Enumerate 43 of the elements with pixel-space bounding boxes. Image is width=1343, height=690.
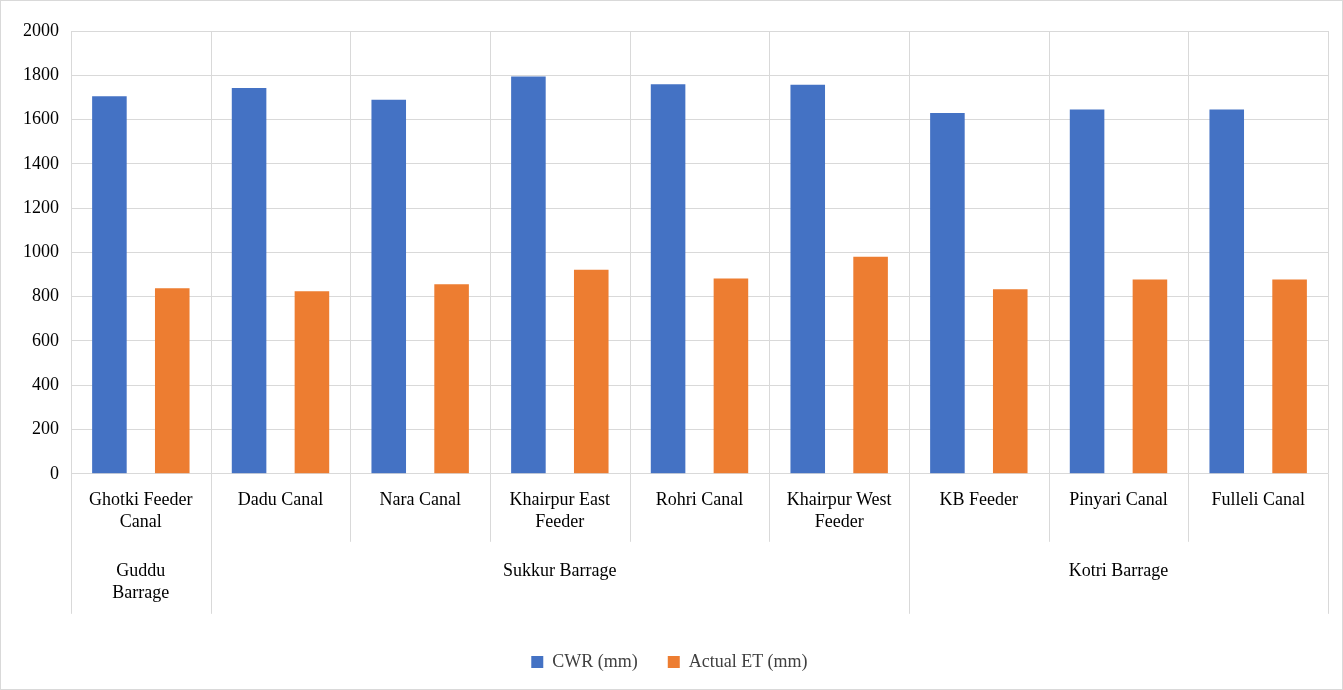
bar [231, 87, 267, 474]
y-tick-label: 1000 [23, 241, 59, 262]
text: Sukkur Barrage [503, 559, 617, 580]
bar [1272, 279, 1307, 474]
bar [650, 84, 686, 474]
bar [1069, 109, 1105, 474]
bar [713, 278, 749, 474]
y-tick-label: 1800 [23, 64, 59, 85]
y-tick-label: 800 [32, 285, 59, 306]
text: Guddu Barrage [112, 559, 170, 602]
y-tick-label: 400 [32, 373, 59, 394]
y-tick-label: 1600 [23, 108, 59, 129]
bar [92, 96, 127, 474]
text: Kotri Barrage [1068, 559, 1169, 580]
x-tick-label: KB Feeder [939, 489, 1019, 510]
bar [790, 84, 826, 474]
y-tick-label: 200 [32, 418, 59, 439]
bar [1209, 109, 1245, 474]
x-tick-label: Khairpur West Feeder [786, 489, 892, 531]
y-tick-label: 1200 [23, 196, 59, 217]
bar [371, 99, 407, 474]
y-tick-label: 600 [32, 329, 59, 350]
legend-label: Actual ET (mm) [688, 650, 808, 672]
bar [930, 112, 965, 474]
legend-label: CWR (mm) [552, 650, 638, 672]
x-tick-label: Ghotki Feeder Canal [89, 489, 193, 531]
x-tick-label: Khairpur East Feeder [509, 489, 611, 531]
x-tick-label: Pinyari Canal [1069, 489, 1168, 510]
y-tick-label: 0 [50, 462, 59, 483]
x-tick-label: Fulleli Canal [1211, 489, 1305, 510]
bar [992, 289, 1028, 474]
bar [1132, 279, 1168, 474]
bar [573, 269, 609, 474]
bar [434, 284, 469, 474]
bar [294, 291, 330, 474]
bar [154, 288, 190, 474]
y-tick-label: 2000 [23, 19, 59, 40]
bar [511, 76, 546, 474]
x-tick-label: Nara Canal [379, 489, 461, 510]
x-tick-label: Dadu Canal [237, 489, 324, 510]
x-tick-label: Rohri Canal [655, 489, 744, 510]
bar [853, 256, 888, 474]
y-tick-label: 1400 [23, 152, 59, 173]
